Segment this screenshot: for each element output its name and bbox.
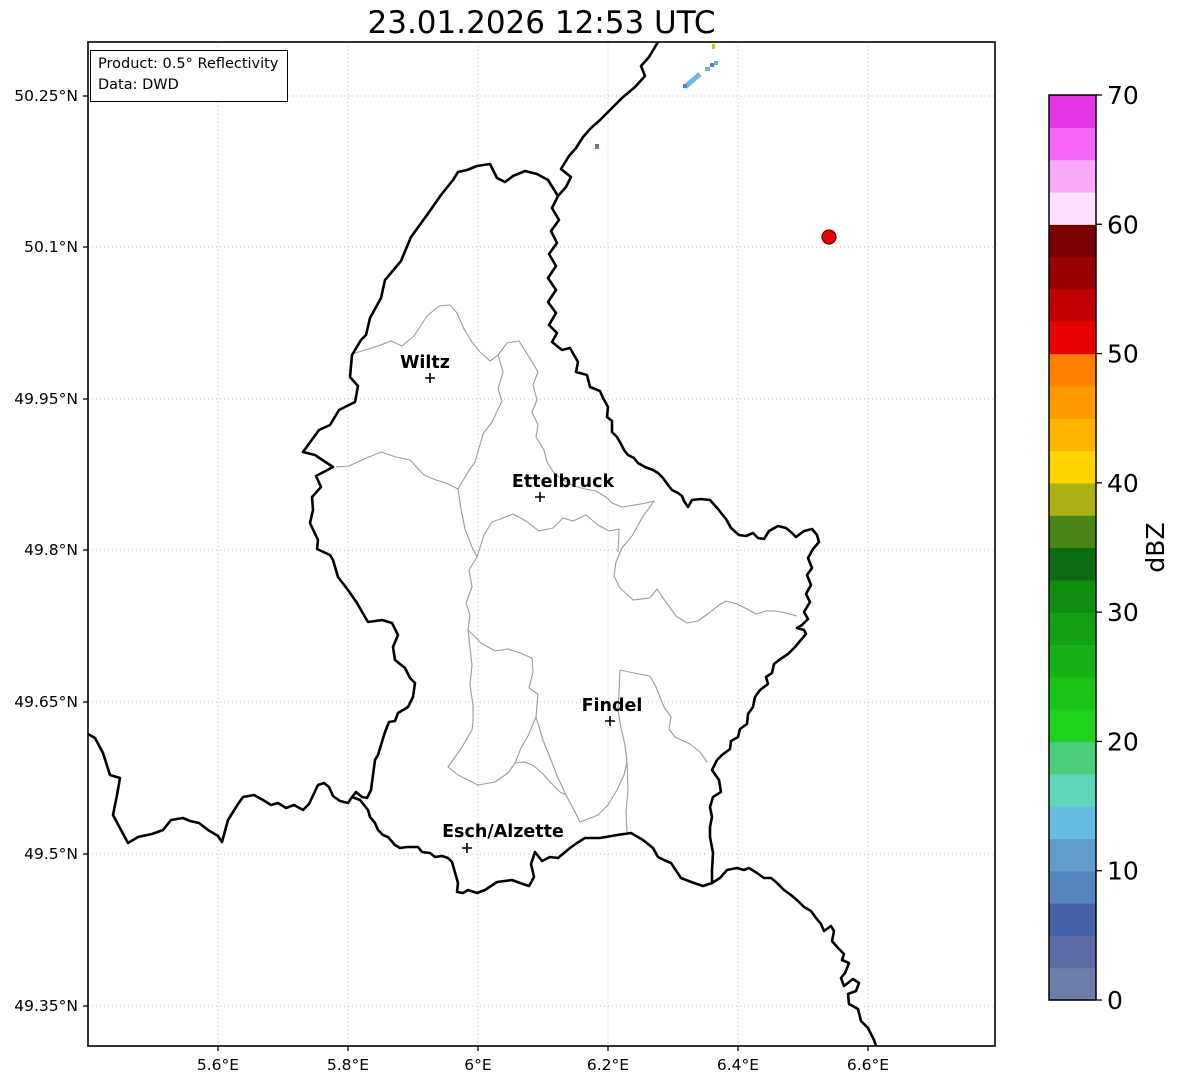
colorbar-segment: [1049, 224, 1096, 258]
city-label: Esch/Alzette: [442, 822, 564, 842]
y-axis-tick-label: 49.5°N: [24, 845, 78, 863]
radar-echo-pixel: [705, 67, 710, 71]
country-border: [88, 732, 354, 845]
country-border: [711, 866, 878, 1046]
colorbar-tick-label: 50: [1107, 340, 1139, 369]
district-border: [625, 761, 629, 833]
district-border: [335, 451, 459, 490]
colorbar-segment: [1049, 903, 1096, 936]
radar-echo-pixel: [683, 84, 687, 88]
colorbar-segment: [1049, 612, 1096, 646]
colorbar-segment: [1049, 838, 1096, 872]
colorbar-segment: [1049, 321, 1096, 355]
colorbar-segment: [1049, 450, 1096, 484]
luxembourg-border: [301, 162, 821, 895]
colorbar-segment: [1049, 676, 1096, 710]
colorbar-tick-label: 20: [1107, 727, 1139, 756]
y-axis-tick-label: 49.35°N: [14, 997, 78, 1015]
colorbar-segment: [1049, 385, 1096, 419]
colorbar-segment: [1049, 579, 1096, 613]
colorbar-segment: [1049, 127, 1096, 161]
colorbar-segment: [1049, 288, 1096, 322]
colorbar-segment: [1049, 870, 1096, 904]
colorbar-segment: [1049, 741, 1096, 775]
y-axis-tick-label: 49.95°N: [14, 390, 78, 408]
x-axis-tick-label: 6.4°E: [717, 1056, 759, 1074]
plot-frame: [87, 41, 996, 1047]
country-border: [557, 42, 660, 197]
radar-echo-pixel: [595, 144, 599, 149]
colorbar-segment: [1049, 773, 1096, 807]
city-marker: [462, 843, 472, 853]
radar-echo-pixel: [714, 61, 718, 65]
colorbar-segment: [1049, 644, 1096, 678]
colorbar-frame: [1048, 94, 1097, 1001]
colorbar-segment: [1049, 547, 1096, 581]
radar-echo-pixel: [712, 44, 715, 49]
y-axis-tick-label: 49.65°N: [14, 693, 78, 711]
radar-echo-pixel: [710, 63, 714, 67]
district-border: [351, 304, 798, 624]
radar-site-dot: [821, 229, 837, 245]
y-axis-tick-label: 49.8°N: [24, 541, 78, 559]
x-axis-tick-label: 5.8°E: [327, 1056, 369, 1074]
x-axis-tick-label: 6.6°E: [847, 1056, 889, 1074]
y-axis-tick-label: 50.25°N: [14, 87, 78, 105]
city-label: Findel: [582, 696, 643, 716]
colorbar-tick-label: 10: [1107, 857, 1139, 886]
colorbar-segment: [1049, 256, 1096, 290]
figure-title: 23.01.2026 12:53 UTC: [367, 5, 716, 41]
district-border: [467, 629, 628, 823]
product-info-line: Product: 0.5° Reflectivity: [98, 56, 279, 72]
colorbar-tick-label: 40: [1107, 469, 1139, 498]
x-axis-tick-label: 6°E: [464, 1056, 491, 1074]
data-source-line: Data: DWD: [98, 77, 179, 93]
city-marker: [605, 716, 615, 726]
product-info-box: Product: 0.5° Reflectivity Data: DWD: [90, 50, 289, 102]
colorbar-segment: [1049, 191, 1096, 225]
colorbar-segment: [1049, 418, 1096, 452]
colorbar-segment: [1049, 482, 1096, 516]
colorbar-axis-label: dBZ: [1141, 522, 1170, 572]
x-axis-tick-label: 6.2°E: [587, 1056, 629, 1074]
colorbar-segment: [1049, 967, 1096, 1001]
colorbar-tick-label: 60: [1107, 210, 1139, 239]
city-marker: [425, 373, 435, 383]
city-label: Wiltz: [400, 353, 450, 373]
city-marker: [535, 492, 545, 502]
district-border: [619, 669, 708, 763]
x-axis-tick-label: 5.6°E: [197, 1056, 239, 1074]
colorbar-segment: [1049, 806, 1096, 839]
colorbar-tick-label: 0: [1107, 986, 1123, 1015]
y-axis-tick-label: 50.1°N: [24, 238, 78, 256]
colorbar-segment: [1049, 353, 1096, 387]
colorbar-segment: [1049, 935, 1096, 969]
colorbar-tick-label: 70: [1107, 81, 1139, 110]
district-border: [476, 513, 620, 558]
district-border: [447, 354, 567, 796]
district-border: [514, 716, 537, 764]
colorbar-segment: [1049, 159, 1096, 193]
colorbar-segment: [1049, 515, 1096, 549]
radar-echo-streak: [683, 72, 702, 89]
colorbar-segment: [1049, 95, 1096, 128]
colorbar-tick-label: 30: [1107, 598, 1139, 627]
city-label: Ettelbruck: [512, 472, 615, 492]
colorbar-segment: [1049, 709, 1096, 743]
